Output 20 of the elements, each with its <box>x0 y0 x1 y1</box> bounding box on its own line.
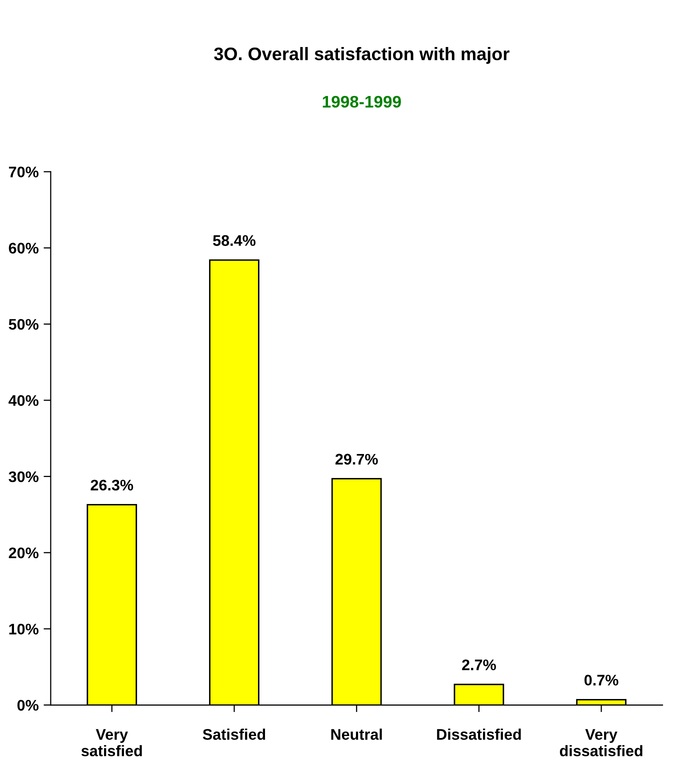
data-label: 0.7% <box>584 674 618 686</box>
y-tick-label: 20% <box>8 548 38 558</box>
data-label: 2.7% <box>462 659 496 670</box>
y-tick-label: 50% <box>8 318 38 330</box>
y-tick-label: 40% <box>8 395 38 406</box>
y-tick-label: 0% <box>17 700 38 711</box>
chart-subtitle: 1998-1999 <box>322 96 401 108</box>
x-tick-label: Very satisfied <box>81 729 142 756</box>
data-label: 26.3% <box>90 480 134 491</box>
x-tick-label: Dissatisfied <box>437 728 521 740</box>
x-tick-label: Satisfied <box>202 728 266 740</box>
chart-title: 3O. Overall satisfaction with major <box>214 47 510 64</box>
x-tick-label: Neutral <box>331 728 382 740</box>
data-label: 58.4% <box>213 235 256 246</box>
y-tick-label: 60% <box>8 242 38 254</box>
y-tick-label: 70% <box>8 166 38 178</box>
x-tick-label: Very dissatisfied <box>560 729 642 756</box>
y-tick-label: 30% <box>8 471 38 482</box>
y-tick-label: 10% <box>9 624 38 635</box>
data-label: 29.7% <box>335 454 378 465</box>
